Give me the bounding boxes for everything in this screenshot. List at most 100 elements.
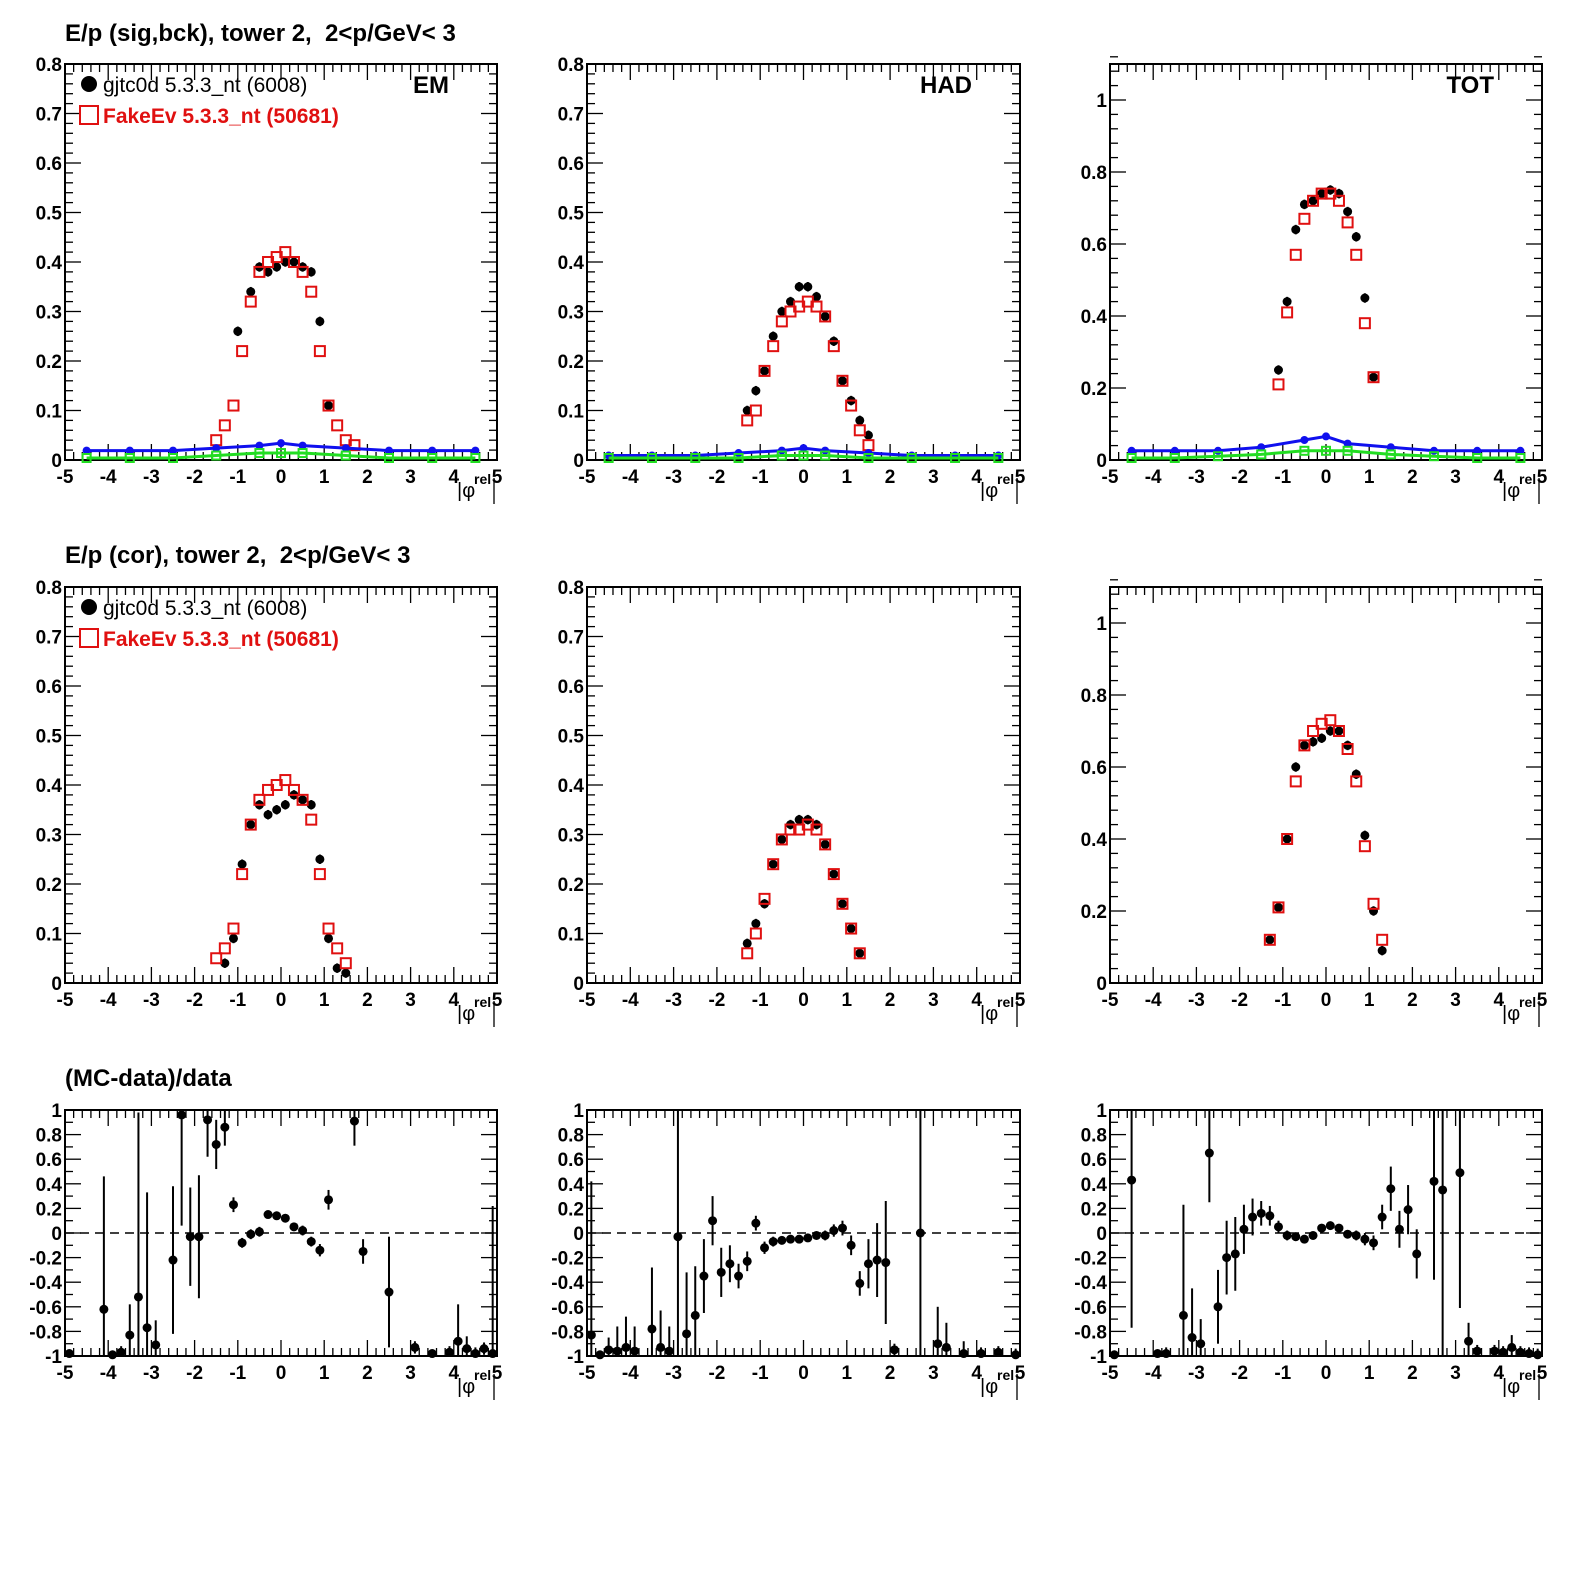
x-tick-label: 0: [276, 990, 287, 1011]
data-point: [272, 262, 282, 272]
data-point: [1524, 1349, 1534, 1359]
data-point: [246, 287, 256, 297]
mc-point: [1281, 833, 1294, 845]
x-tick-label: -5: [57, 1363, 74, 1384]
mc-point: [210, 434, 223, 447]
data-point: [220, 958, 230, 968]
y-tick-label: 0.6: [558, 154, 584, 175]
data-point: [1489, 1346, 1499, 1356]
mc-point: [827, 340, 840, 353]
mc-point: [322, 399, 335, 412]
data-point: [742, 406, 752, 415]
mc-point: [845, 399, 858, 412]
x-tick-label: 5: [1015, 1363, 1026, 1384]
legend-data-label: gjtc0d 5.3.3_nt (6008): [103, 597, 307, 620]
x-tick-label: -3: [665, 467, 682, 488]
data-point: [1377, 946, 1387, 956]
x-axis-label: |φ: [1502, 1376, 1520, 1398]
data-point: [125, 1330, 135, 1340]
mc-point: [836, 897, 849, 910]
data-point: [1213, 1302, 1223, 1312]
x-tick-label: -1: [1274, 1363, 1291, 1384]
data-point: [1377, 1212, 1387, 1222]
mc-point: [749, 404, 762, 417]
x-tick-label: -1: [752, 1363, 769, 1384]
x-axis-label: |φ: [457, 1376, 475, 1398]
data-point: [108, 1350, 118, 1360]
data-point: [1386, 1184, 1396, 1194]
x-tick-label: -3: [1188, 467, 1205, 488]
mc-point: [1263, 933, 1276, 946]
data-point: [1412, 1249, 1422, 1259]
data-point: [228, 933, 238, 943]
legend-data-label: gjtc0d 5.3.3_nt (6008): [103, 74, 307, 97]
x-tick-label: -3: [143, 1363, 160, 1384]
data-point: [1222, 1253, 1232, 1263]
data-point: [1248, 1212, 1258, 1222]
legend-data-marker: [81, 599, 97, 615]
x-tick-label: -1: [1274, 467, 1291, 488]
bkg_mc-line: [608, 454, 999, 460]
x-axis-label: |φ: [1502, 1003, 1520, 1025]
data-point: [306, 267, 316, 277]
mc-point: [296, 265, 309, 278]
y-tick-label: 0.7: [36, 628, 62, 649]
data-point: [1153, 1349, 1163, 1359]
legend-mc-label: FakeEv 5.3.3_nt (50681): [103, 105, 339, 128]
y-tick-label: 0.4: [1081, 830, 1108, 851]
x-tick-label: 3: [1450, 990, 1461, 1011]
panel-had-ratio: -5 -4 -3 -2 -1 0 1 2 3 4 5 -1 -0.8 -0.6 -0.4 -0.2 0 0.2 0.…: [551, 1101, 1026, 1400]
x-tick-label: 1: [1364, 467, 1375, 488]
data-point: [1317, 733, 1327, 743]
data-point: [1438, 1185, 1448, 1195]
data-point: [1317, 1223, 1327, 1233]
x-tick-label: 5: [492, 1363, 503, 1384]
data-point: [1230, 1249, 1240, 1259]
x-tick-label: -4: [622, 1363, 639, 1384]
mc-point: [845, 922, 858, 935]
mc-point: [218, 942, 231, 955]
data-point: [246, 1229, 256, 1239]
data-point: [959, 1349, 969, 1359]
mc-point: [767, 858, 780, 871]
y-tick-label: 0.6: [1081, 1150, 1107, 1171]
data-point: [1394, 1224, 1404, 1234]
data-point: [462, 1344, 472, 1354]
data-point: [716, 1267, 726, 1277]
mc-point: [210, 952, 223, 965]
data-point: [1291, 762, 1301, 772]
mc-point: [227, 399, 240, 412]
x-tick-label: 4: [971, 990, 982, 1011]
mc-point: [1341, 216, 1354, 229]
data-point: [604, 1345, 614, 1355]
x-axis-label: |φ: [980, 1376, 998, 1398]
data-point: [444, 1347, 454, 1357]
data-point: [682, 1329, 692, 1339]
bkg_mc-line: [86, 451, 476, 460]
x-tick-label: 2: [362, 467, 373, 488]
mc-point: [862, 439, 875, 452]
x-tick-label: 2: [1407, 467, 1418, 488]
data-point: [470, 1349, 480, 1359]
y-tick-label: -1: [1090, 1347, 1107, 1368]
mc-point: [1367, 371, 1380, 384]
data-point: [855, 415, 865, 425]
y-tick-label: 0: [51, 451, 62, 472]
x-tick-label: -5: [579, 1363, 596, 1384]
x-tick-label: 1: [842, 1363, 853, 1384]
x-tick-label: 5: [1537, 990, 1548, 1011]
y-tick-label: -0.6: [1074, 1298, 1107, 1319]
x-tick-label: 0: [276, 467, 287, 488]
data-point: [1325, 1221, 1335, 1231]
x-tick-label: 0: [1321, 1363, 1332, 1384]
data-point: [829, 869, 839, 879]
data-point: [708, 1216, 718, 1226]
mc-point: [1332, 725, 1345, 737]
data-point: [829, 1226, 839, 1236]
x-tick-label: -2: [1231, 990, 1248, 1011]
data-point: [1360, 293, 1370, 303]
data-point: [1265, 1211, 1275, 1221]
y-tick-label: 0.1: [558, 402, 585, 423]
panel-tot-ratio: -5 -4 -3 -2 -1 0 1 2 3 4 5 -1 -0.8 -0.6 -0.4 -0.2 0 0.2 0.…: [1074, 1101, 1548, 1400]
mc-point: [339, 957, 352, 970]
